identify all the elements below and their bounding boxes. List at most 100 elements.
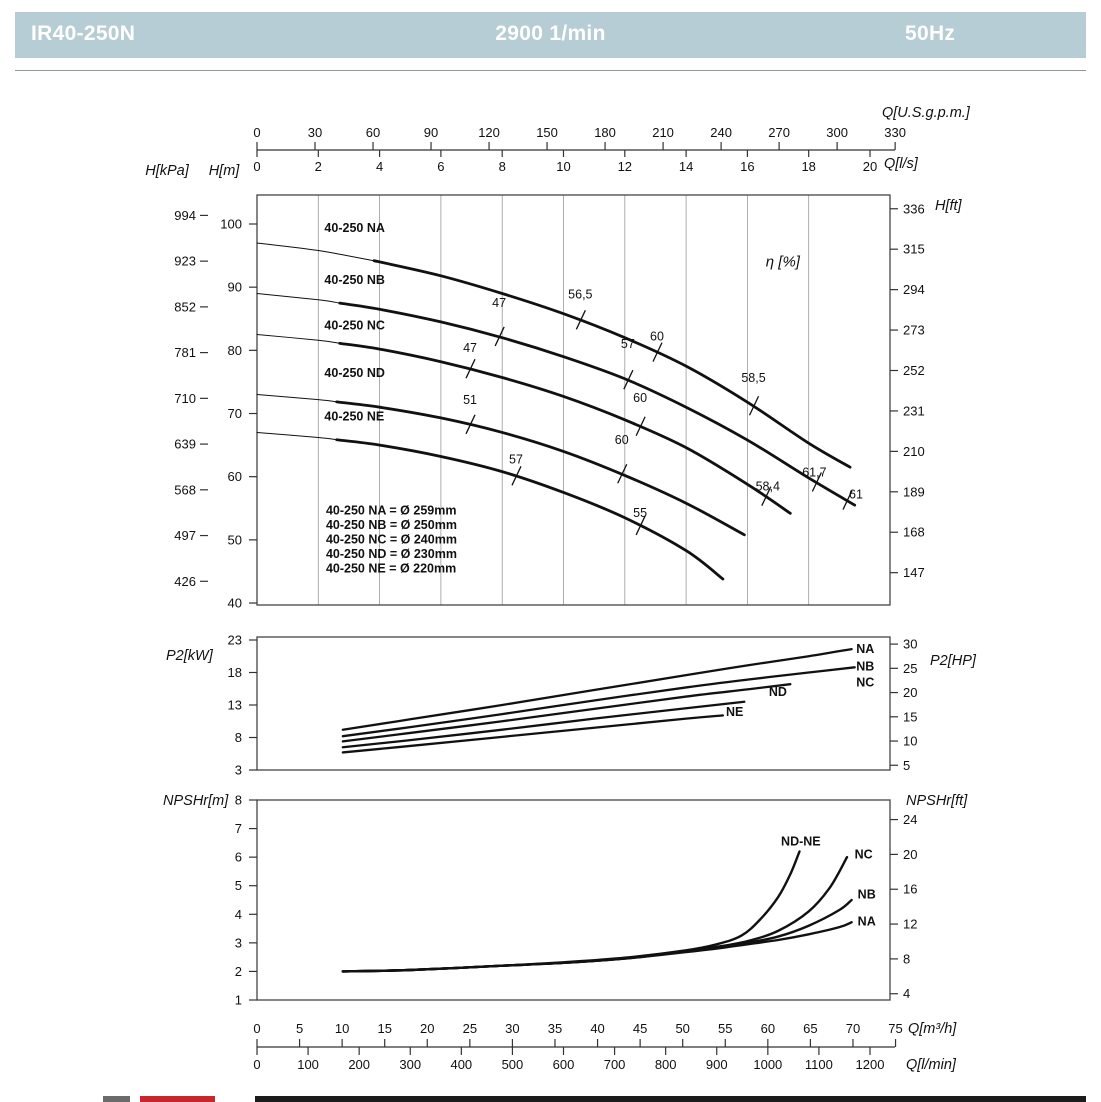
m3h-tick-label: 35 bbox=[548, 1021, 562, 1036]
lmin-tick-label: 500 bbox=[502, 1057, 524, 1072]
m3h-tick-label: 25 bbox=[463, 1021, 477, 1036]
axis-caption-ls: Q[l/s] bbox=[884, 156, 919, 172]
curve-leader-40-250-NB bbox=[256, 292, 341, 304]
efficiency-tick bbox=[575, 310, 586, 330]
usgpm-tick-label: 240 bbox=[710, 125, 732, 140]
axis-caption-npshft: NPSHr[ft] bbox=[906, 793, 968, 809]
lmin-tick-label: 400 bbox=[450, 1057, 472, 1072]
lmin-tick-label: 0 bbox=[253, 1057, 260, 1072]
m3h-tick-label: 15 bbox=[377, 1021, 391, 1036]
efficiency-value: 51 bbox=[463, 393, 477, 407]
hp-tick-label: 15 bbox=[903, 709, 917, 724]
curve-label: NB bbox=[856, 660, 874, 674]
footer-bar bbox=[255, 1096, 1086, 1102]
ls-tick-label: 18 bbox=[801, 159, 815, 174]
usgpm-tick-label: 120 bbox=[478, 125, 500, 140]
m3h-tick-label: 60 bbox=[761, 1021, 775, 1036]
hkpa-tick-label: 639 bbox=[174, 437, 196, 452]
lmin-tick-label: 900 bbox=[706, 1057, 728, 1072]
efficiency-value: 47 bbox=[463, 341, 477, 355]
hp-tick-label: 10 bbox=[903, 734, 917, 749]
usgpm-tick-label: 330 bbox=[884, 125, 906, 140]
npshm-tick-label: 8 bbox=[235, 793, 242, 808]
npsh-curve-NA bbox=[341, 921, 853, 973]
curve-leader-40-250-NC bbox=[256, 334, 341, 344]
efficiency-tick bbox=[652, 342, 663, 362]
kw-tick-label: 3 bbox=[235, 763, 242, 778]
npshm-tick-label: 2 bbox=[235, 964, 242, 979]
axis-caption-hm: H[m] bbox=[209, 163, 241, 179]
npshft-tick-label: 24 bbox=[903, 812, 917, 827]
hm-tick-label: 50 bbox=[228, 532, 242, 547]
efficiency-tick bbox=[465, 414, 476, 435]
lmin-tick-label: 1000 bbox=[753, 1057, 782, 1072]
hkpa-tick-label: 781 bbox=[174, 345, 196, 360]
hft-tick-label: 315 bbox=[903, 242, 925, 257]
lmin-tick-label: 1200 bbox=[856, 1057, 885, 1072]
curve-leader-40-250-NA bbox=[256, 242, 378, 262]
lmin-tick-label: 1100 bbox=[805, 1057, 833, 1072]
pump-curve-40-250-NA bbox=[372, 259, 852, 469]
efficiency-tick bbox=[494, 326, 505, 347]
hp-tick-label: 25 bbox=[903, 661, 917, 676]
hft-tick-label: 210 bbox=[903, 444, 925, 459]
axis-caption-hkpa: H[kPa] bbox=[145, 163, 189, 179]
kw-tick-label: 8 bbox=[235, 730, 242, 745]
hkpa-tick-label: 710 bbox=[174, 391, 196, 406]
efficiency-value: 58,5 bbox=[741, 371, 765, 385]
npsh-curve-NC bbox=[341, 855, 849, 973]
hkpa-tick-label: 923 bbox=[174, 254, 196, 269]
diameter-legend-line: 40-250 ND = Ø 230mm bbox=[326, 547, 457, 561]
npsh-curve-ND-NE bbox=[341, 850, 801, 973]
power-curve-NA bbox=[341, 647, 853, 731]
curve-label: ND bbox=[769, 685, 787, 699]
hp-tick-label: 30 bbox=[903, 637, 917, 652]
diameter-legend-line: 40-250 NE = Ø 220mm bbox=[326, 562, 456, 576]
efficiency-tick bbox=[635, 416, 646, 437]
hm-tick-label: 100 bbox=[220, 217, 242, 232]
power-curve-NB bbox=[341, 666, 856, 738]
usgpm-tick-label: 0 bbox=[253, 125, 260, 140]
hft-tick-label: 273 bbox=[903, 323, 925, 338]
usgpm-tick-label: 90 bbox=[424, 125, 438, 140]
m3h-tick-label: 45 bbox=[633, 1021, 647, 1036]
axis-caption-p2hp: P2[HP] bbox=[930, 653, 977, 669]
hft-tick-label: 147 bbox=[903, 565, 925, 580]
hm-tick-label: 90 bbox=[228, 280, 242, 295]
efficiency-value: 57 bbox=[621, 337, 635, 351]
eta-label: η [%] bbox=[766, 253, 801, 270]
curve-label: NE bbox=[726, 705, 743, 719]
pump-curve-40-250-NB bbox=[338, 301, 857, 507]
efficiency-value: 60 bbox=[650, 330, 664, 344]
m3h-tick-label: 20 bbox=[420, 1021, 434, 1036]
efficiency-value: 61,7 bbox=[802, 465, 826, 479]
usgpm-tick-label: 270 bbox=[768, 125, 790, 140]
diameter-legend-line: 40-250 NA = Ø 259mm bbox=[326, 504, 457, 518]
usgpm-tick-label: 60 bbox=[366, 125, 380, 140]
efficiency-tick bbox=[635, 515, 646, 536]
lmin-tick-label: 300 bbox=[399, 1057, 421, 1072]
hkpa-tick-label: 568 bbox=[174, 482, 196, 497]
efficiency-value: 58,4 bbox=[756, 480, 780, 494]
m3h-tick-label: 0 bbox=[253, 1021, 260, 1036]
npshm-tick-label: 1 bbox=[235, 993, 242, 1008]
usgpm-tick-label: 180 bbox=[594, 125, 616, 140]
curve-label: NC bbox=[856, 675, 874, 689]
footer-bar bbox=[103, 1096, 130, 1102]
power-curve-NC bbox=[341, 683, 792, 743]
efficiency-tick bbox=[623, 369, 634, 390]
m3h-tick-label: 10 bbox=[335, 1021, 349, 1036]
npshm-tick-label: 5 bbox=[235, 878, 242, 893]
title-bar: IR40-250N 2900 1/min 50Hz bbox=[15, 12, 1086, 58]
separator-line bbox=[15, 70, 1086, 71]
pump-model: IR40-250N bbox=[31, 22, 136, 45]
m3h-tick-label: 5 bbox=[296, 1021, 303, 1036]
hp-tick-label: 5 bbox=[903, 758, 910, 773]
curve-label: 40-250 NA bbox=[324, 221, 384, 235]
curve-leader-40-250-NE bbox=[256, 431, 338, 441]
npshm-tick-label: 6 bbox=[235, 850, 242, 865]
efficiency-tick bbox=[748, 395, 760, 416]
power-curve-NE bbox=[341, 714, 725, 754]
ls-tick-label: 8 bbox=[499, 159, 506, 174]
